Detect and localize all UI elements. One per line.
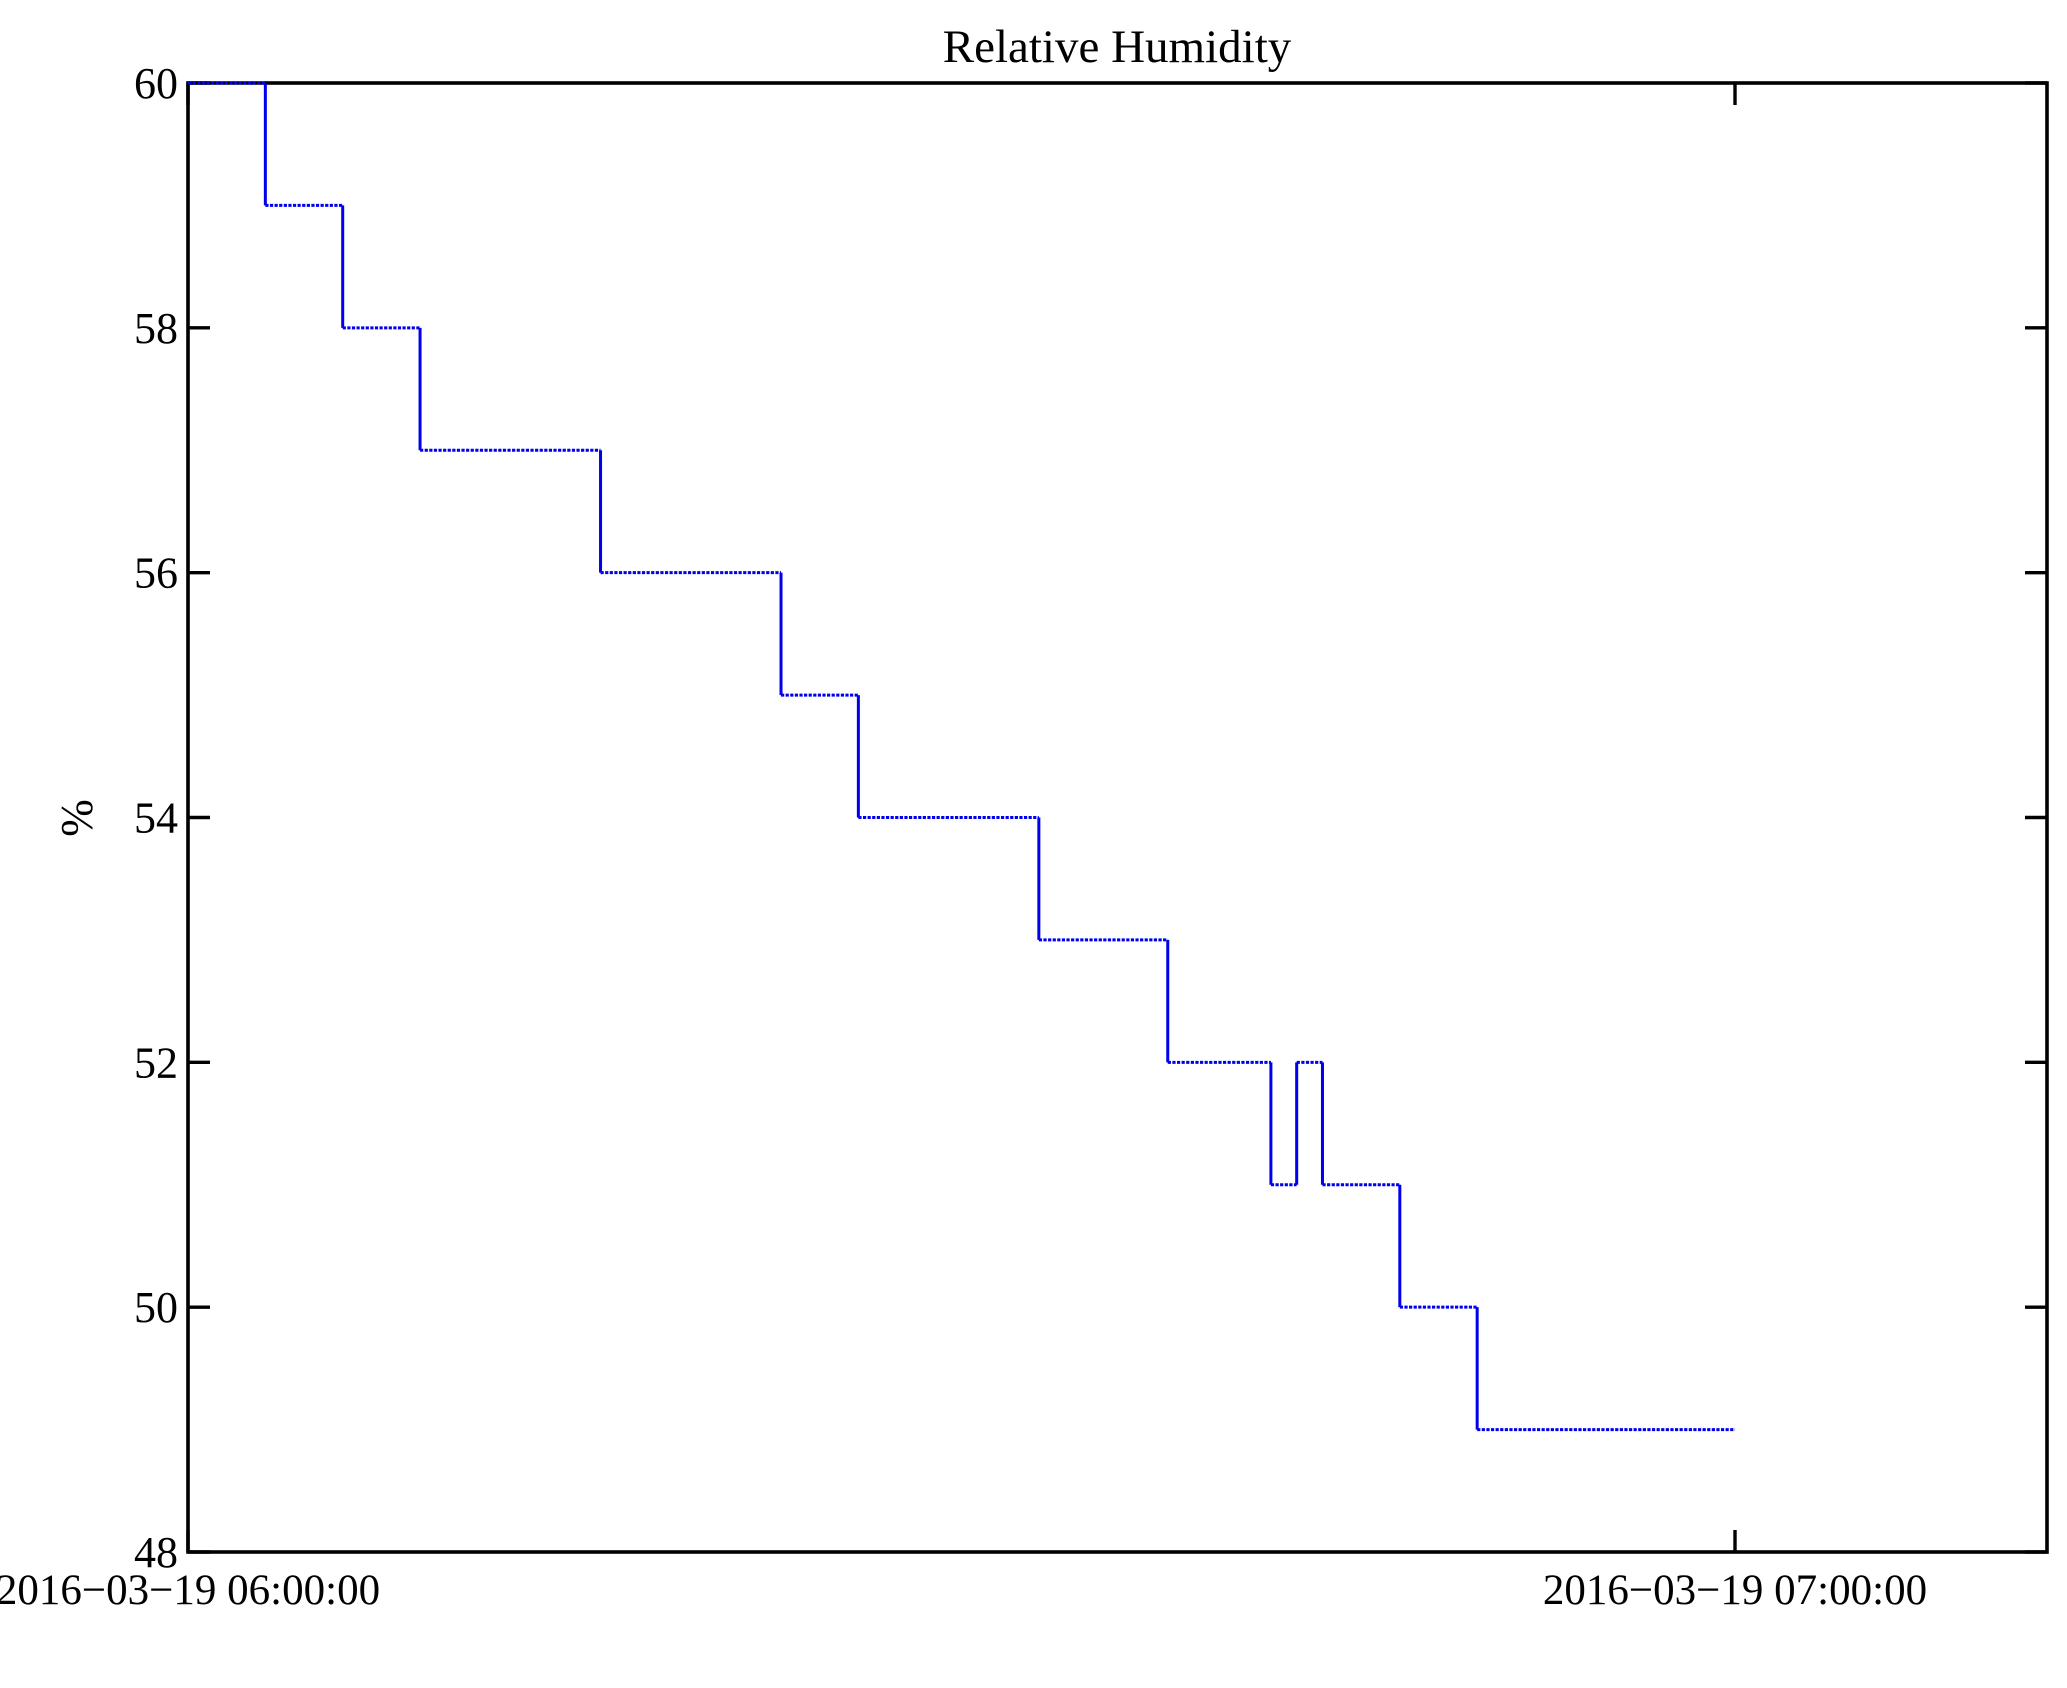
- y-tick-label-60: 60: [134, 59, 178, 108]
- step-line-horizontal-segments: [188, 81, 1735, 1432]
- chart-title: Relative Humidity: [943, 21, 1292, 73]
- axes: 48 50 52 54 56 58 60 2016−03−19 06:00:00 2016−03…: [0, 59, 2049, 1614]
- y-tick-label-58: 58: [134, 304, 178, 353]
- y-tick-label-54: 54: [134, 794, 178, 843]
- y-axis-label: %: [52, 799, 102, 837]
- y-tick-label-52: 52: [134, 1038, 178, 1087]
- x-tick-label-1: 2016−03−19 07:00:00: [1543, 1567, 1927, 1614]
- y-tick-label-56: 56: [134, 549, 178, 598]
- y-tick-label-48: 48: [134, 1528, 178, 1577]
- y-tick-label-50: 50: [134, 1283, 178, 1332]
- humidity-step-line: [188, 81, 1735, 1432]
- x-tick-label-0: 2016−03−19 06:00:00: [0, 1567, 380, 1614]
- step-line-vertical-segments: [263, 83, 1479, 1430]
- plot-box: [186, 81, 2049, 1554]
